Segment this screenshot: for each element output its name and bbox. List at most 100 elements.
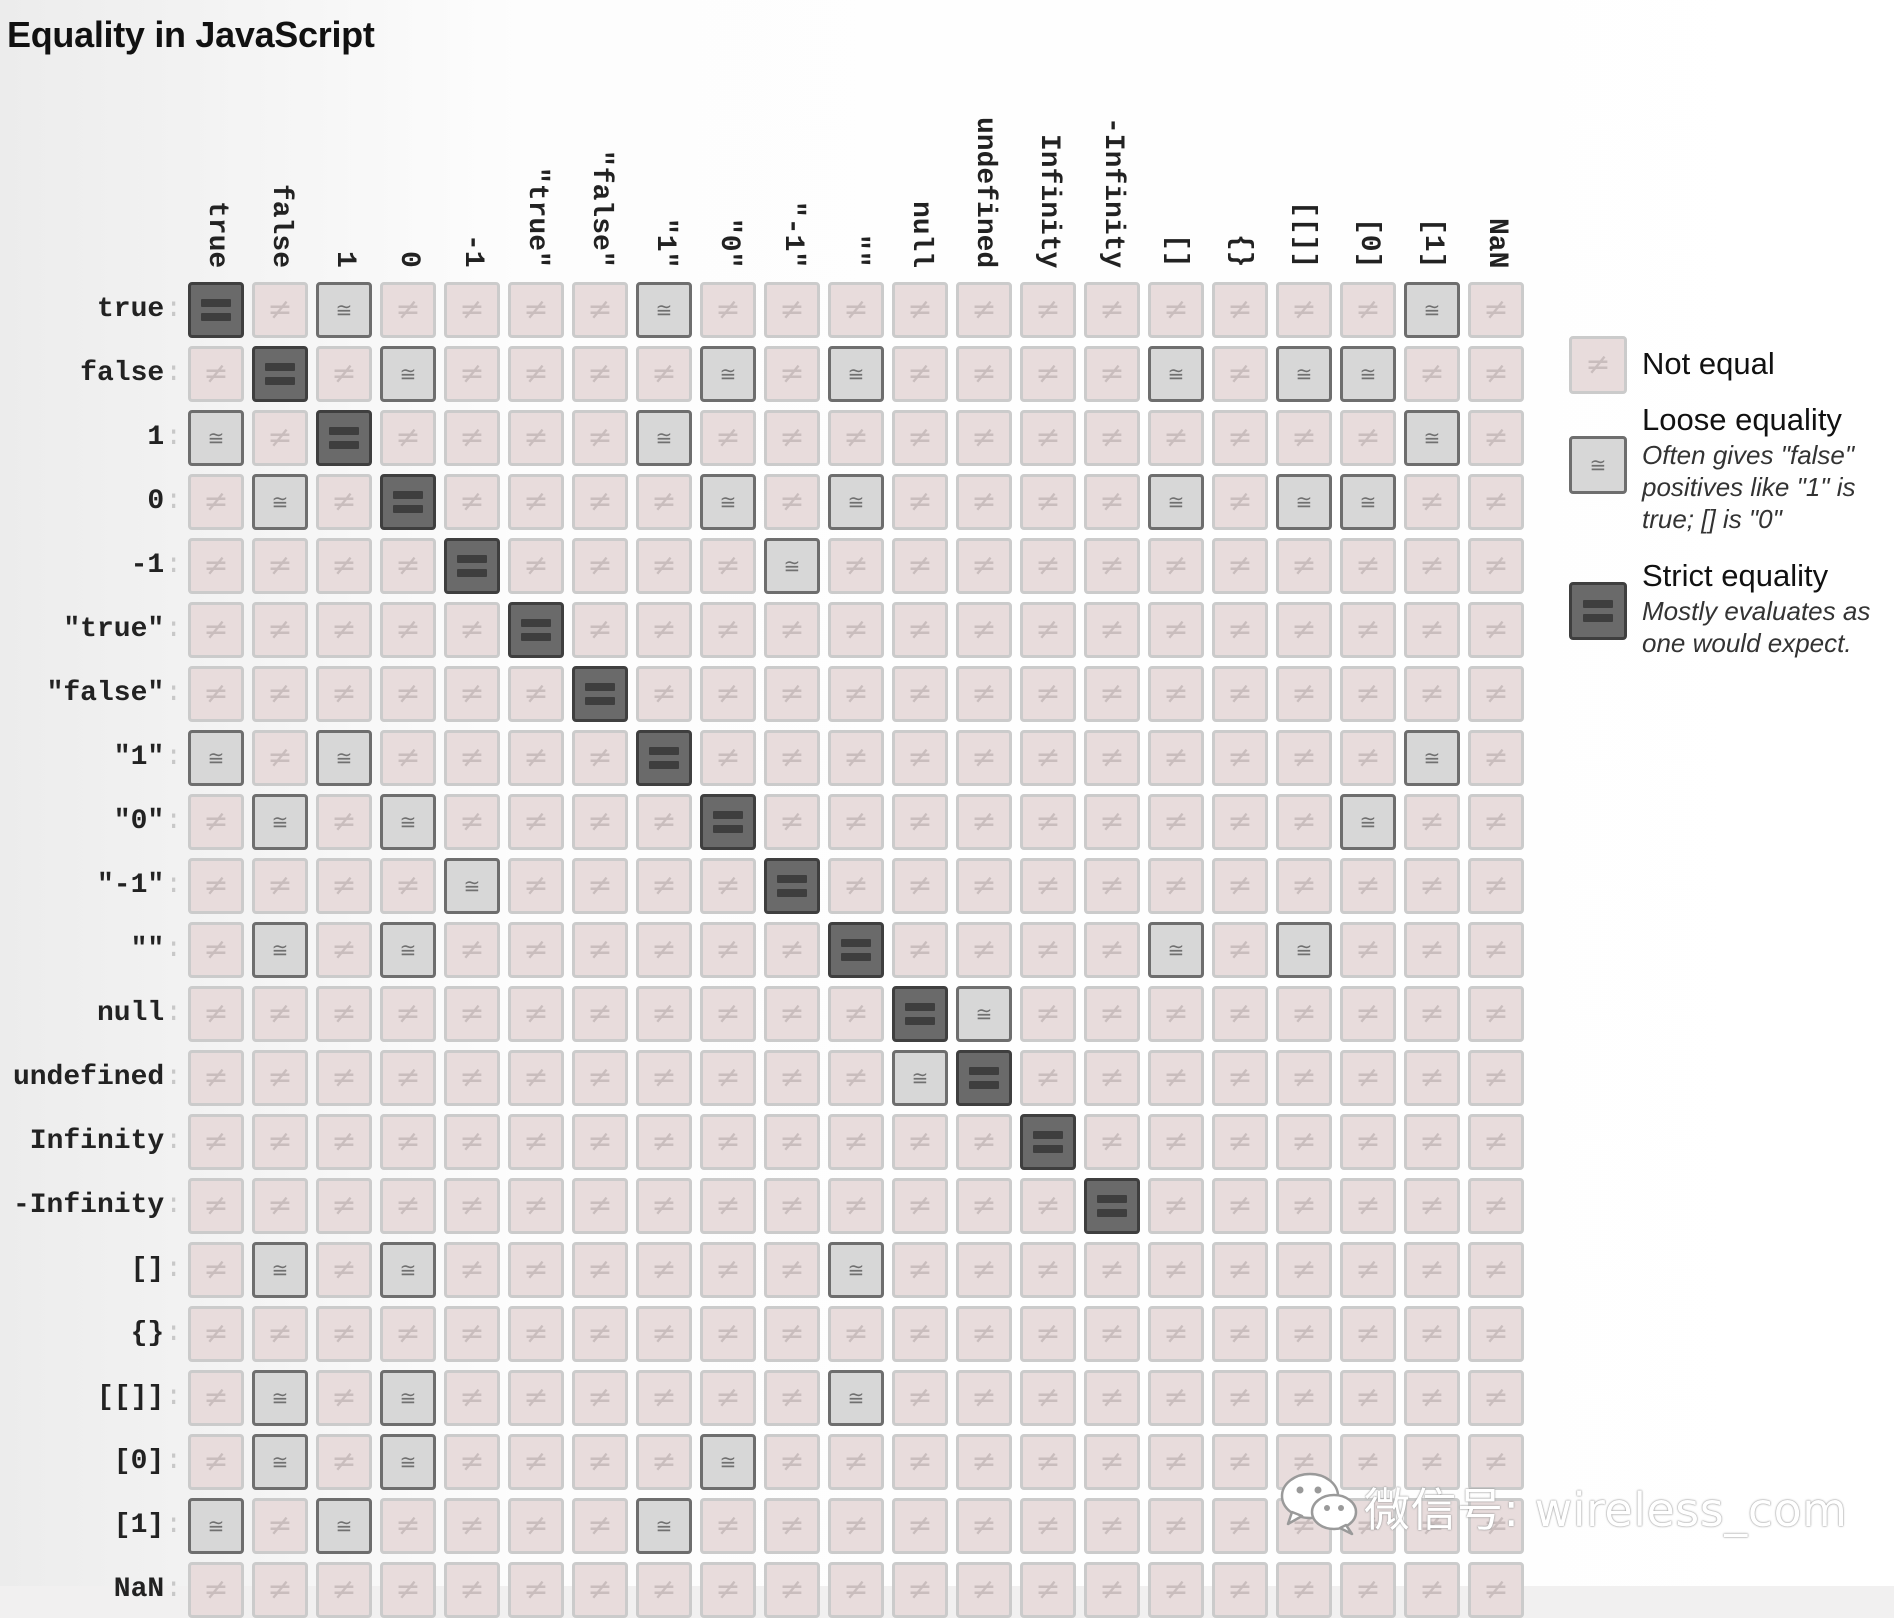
cell-12-0-neq: ≠ bbox=[188, 1050, 244, 1106]
cell-14-3-neq: ≠ bbox=[380, 1178, 436, 1234]
row-label-18: [0] bbox=[0, 1448, 182, 1476]
cell-14-10-neq: ≠ bbox=[828, 1178, 884, 1234]
cell-11-16-neq: ≠ bbox=[1212, 986, 1268, 1042]
cell-5-16-neq: ≠ bbox=[1212, 602, 1268, 658]
cell-5-7-neq: ≠ bbox=[636, 602, 692, 658]
cell-6-16-neq: ≠ bbox=[1212, 666, 1268, 722]
cell-18-7-neq: ≠ bbox=[636, 1434, 692, 1490]
cell-10-15-loose: ≅ bbox=[1148, 922, 1204, 978]
cell-6-9-neq: ≠ bbox=[764, 666, 820, 722]
cell-12-11-loose: ≅ bbox=[892, 1050, 948, 1106]
cell-5-14-neq: ≠ bbox=[1084, 602, 1140, 658]
cell-7-7-strict bbox=[636, 730, 692, 786]
cell-12-1-neq: ≠ bbox=[252, 1050, 308, 1106]
cell-8-3-loose: ≅ bbox=[380, 794, 436, 850]
cell-16-20-neq: ≠ bbox=[1468, 1306, 1524, 1362]
watermark-text: 微信号: wireless_com bbox=[1364, 1483, 1848, 1537]
cell-20-20-neq: ≠ bbox=[1468, 1562, 1524, 1618]
cell-14-2-neq: ≠ bbox=[316, 1178, 372, 1234]
cell-10-8-neq: ≠ bbox=[700, 922, 756, 978]
cell-15-1-loose: ≅ bbox=[252, 1242, 308, 1298]
cell-1-3-loose: ≅ bbox=[380, 346, 436, 402]
cell-10-4-neq: ≠ bbox=[444, 922, 500, 978]
cell-14-4-neq: ≠ bbox=[444, 1178, 500, 1234]
cell-20-12-neq: ≠ bbox=[956, 1562, 1012, 1618]
cell-1-16-neq: ≠ bbox=[1212, 346, 1268, 402]
cell-15-19-neq: ≠ bbox=[1404, 1242, 1460, 1298]
cell-15-11-neq: ≠ bbox=[892, 1242, 948, 1298]
cell-11-5-neq: ≠ bbox=[508, 986, 564, 1042]
cell-7-19-loose: ≅ bbox=[1404, 730, 1460, 786]
cell-8-10-neq: ≠ bbox=[828, 794, 884, 850]
cell-11-15-neq: ≠ bbox=[1148, 986, 1204, 1042]
cell-5-2-neq: ≠ bbox=[316, 602, 372, 658]
cell-3-1-loose: ≅ bbox=[252, 474, 308, 530]
cell-3-11-neq: ≠ bbox=[892, 474, 948, 530]
cell-6-11-neq: ≠ bbox=[892, 666, 948, 722]
cell-10-11-neq: ≠ bbox=[892, 922, 948, 978]
cell-14-15-neq: ≠ bbox=[1148, 1178, 1204, 1234]
cell-2-20-neq: ≠ bbox=[1468, 410, 1524, 466]
cell-19-0-loose: ≅ bbox=[188, 1498, 244, 1554]
cell-9-17-neq: ≠ bbox=[1276, 858, 1332, 914]
page-title: Equality in JavaScript bbox=[7, 14, 375, 55]
cell-15-9-neq: ≠ bbox=[764, 1242, 820, 1298]
cell-11-9-neq: ≠ bbox=[764, 986, 820, 1042]
cell-19-12-neq: ≠ bbox=[956, 1498, 1012, 1554]
cell-12-17-neq: ≠ bbox=[1276, 1050, 1332, 1106]
cell-7-8-neq: ≠ bbox=[700, 730, 756, 786]
column-label-10: "" bbox=[841, 234, 872, 268]
cell-13-12-neq: ≠ bbox=[956, 1114, 1012, 1170]
cell-4-6-neq: ≠ bbox=[572, 538, 628, 594]
cell-8-17-neq: ≠ bbox=[1276, 794, 1332, 850]
row-label-14: -Infinity bbox=[0, 1192, 182, 1220]
cell-9-14-neq: ≠ bbox=[1084, 858, 1140, 914]
cell-7-18-neq: ≠ bbox=[1340, 730, 1396, 786]
cell-16-2-neq: ≠ bbox=[316, 1306, 372, 1362]
cell-13-4-neq: ≠ bbox=[444, 1114, 500, 1170]
cell-3-16-neq: ≠ bbox=[1212, 474, 1268, 530]
cell-9-8-neq: ≠ bbox=[700, 858, 756, 914]
cell-1-0-neq: ≠ bbox=[188, 346, 244, 402]
cell-5-10-neq: ≠ bbox=[828, 602, 884, 658]
cell-10-1-loose: ≅ bbox=[252, 922, 308, 978]
cell-12-3-neq: ≠ bbox=[380, 1050, 436, 1106]
cell-19-14-neq: ≠ bbox=[1084, 1498, 1140, 1554]
cell-17-4-neq: ≠ bbox=[444, 1370, 500, 1426]
row-label-10: "" bbox=[0, 936, 182, 964]
cell-3-13-neq: ≠ bbox=[1020, 474, 1076, 530]
cell-4-15-neq: ≠ bbox=[1148, 538, 1204, 594]
cell-16-5-neq: ≠ bbox=[508, 1306, 564, 1362]
cell-9-7-neq: ≠ bbox=[636, 858, 692, 914]
cell-7-20-neq: ≠ bbox=[1468, 730, 1524, 786]
cell-0-9-neq: ≠ bbox=[764, 282, 820, 338]
cell-20-7-neq: ≠ bbox=[636, 1562, 692, 1618]
cell-11-10-neq: ≠ bbox=[828, 986, 884, 1042]
cell-16-15-neq: ≠ bbox=[1148, 1306, 1204, 1362]
cell-17-3-loose: ≅ bbox=[380, 1370, 436, 1426]
cell-2-11-neq: ≠ bbox=[892, 410, 948, 466]
cell-0-6-neq: ≠ bbox=[572, 282, 628, 338]
cell-7-16-neq: ≠ bbox=[1212, 730, 1268, 786]
column-label-9: "-1" bbox=[777, 200, 808, 268]
cell-17-5-neq: ≠ bbox=[508, 1370, 564, 1426]
cell-3-19-neq: ≠ bbox=[1404, 474, 1460, 530]
cell-2-18-neq: ≠ bbox=[1340, 410, 1396, 466]
cell-16-13-neq: ≠ bbox=[1020, 1306, 1076, 1362]
row-label-2: 1 bbox=[0, 424, 182, 452]
cell-13-20-neq: ≠ bbox=[1468, 1114, 1524, 1170]
cell-18-9-neq: ≠ bbox=[764, 1434, 820, 1490]
cell-9-11-neq: ≠ bbox=[892, 858, 948, 914]
cell-4-11-neq: ≠ bbox=[892, 538, 948, 594]
cell-16-0-neq: ≠ bbox=[188, 1306, 244, 1362]
cell-8-18-loose: ≅ bbox=[1340, 794, 1396, 850]
cell-15-12-neq: ≠ bbox=[956, 1242, 1012, 1298]
cell-17-10-loose: ≅ bbox=[828, 1370, 884, 1426]
cell-4-16-neq: ≠ bbox=[1212, 538, 1268, 594]
legend-title-loose-equality: Loose equality bbox=[1642, 402, 1842, 437]
cell-0-0-strict bbox=[188, 282, 244, 338]
cell-18-12-neq: ≠ bbox=[956, 1434, 1012, 1490]
column-label-14: -Infinity bbox=[1097, 116, 1128, 268]
cell-4-10-neq: ≠ bbox=[828, 538, 884, 594]
cell-6-4-neq: ≠ bbox=[444, 666, 500, 722]
